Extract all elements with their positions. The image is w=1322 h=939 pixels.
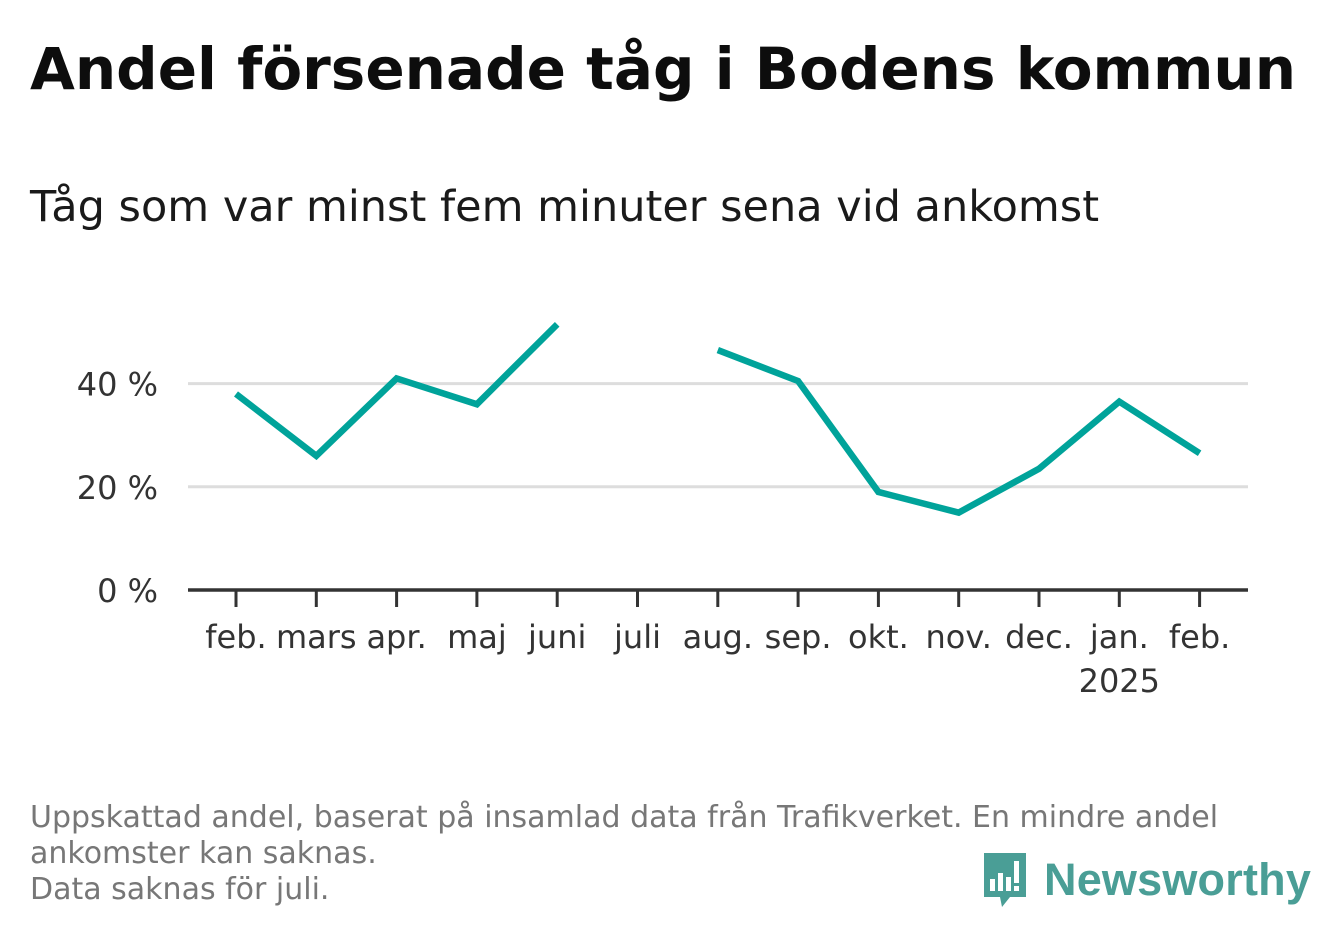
footnote-line: Uppskattad andel, baserat på insamlad da…	[30, 800, 1219, 835]
footnote-line: Data saknas för juli.	[30, 872, 330, 907]
y-tick-label: 20 %	[77, 469, 158, 507]
y-tick-label: 0 %	[97, 572, 158, 610]
x-tick-label: sep.	[765, 618, 832, 656]
x-tick-label: feb.	[1169, 618, 1230, 656]
series-line	[716, 347, 1202, 517]
x-tick-label: aug.	[683, 618, 753, 656]
x-tick-label: juni	[527, 618, 586, 656]
footnote-line: ankomster kan saknas.	[30, 836, 377, 871]
series-line	[234, 321, 560, 461]
y-tick-label: 40 %	[77, 366, 158, 404]
y-tick-labels: 0 % 20 % 40 %	[77, 366, 158, 610]
series-lines	[234, 321, 1202, 517]
x-tick-label: jan.	[1089, 618, 1149, 656]
x-tick-label: nov.	[925, 618, 991, 656]
brand-name: Newsworthy	[1044, 854, 1312, 905]
x-tick-label: maj	[447, 618, 507, 656]
x-axis	[188, 588, 1248, 607]
footnote: Uppskattad andel, baserat på insamlad da…	[30, 800, 1280, 908]
bar-chart-speech-bubble-icon	[984, 853, 1026, 907]
x-tick-label: apr.	[366, 618, 426, 656]
x-tick-label: feb.	[205, 618, 266, 656]
chart-subtitle: Tåg som var minst fem minuter sena vid a…	[30, 182, 1100, 232]
gridlines	[188, 382, 1248, 489]
x-tick-label: okt.	[848, 618, 909, 656]
x-tick-label: dec.	[1005, 618, 1073, 656]
newsworthy-logo: Newsworthy	[980, 848, 1311, 912]
x-tick-label: mars	[276, 618, 357, 656]
chart-title: Andel försenade tåg i Bodens kommun	[30, 35, 1297, 103]
x-tick-label: juli	[613, 618, 661, 656]
x-tick-labels: feb. mars apr. maj juni juli aug. sep. okt. nov. d…	[205, 618, 1230, 700]
x-year-label: 2025	[1079, 662, 1160, 700]
